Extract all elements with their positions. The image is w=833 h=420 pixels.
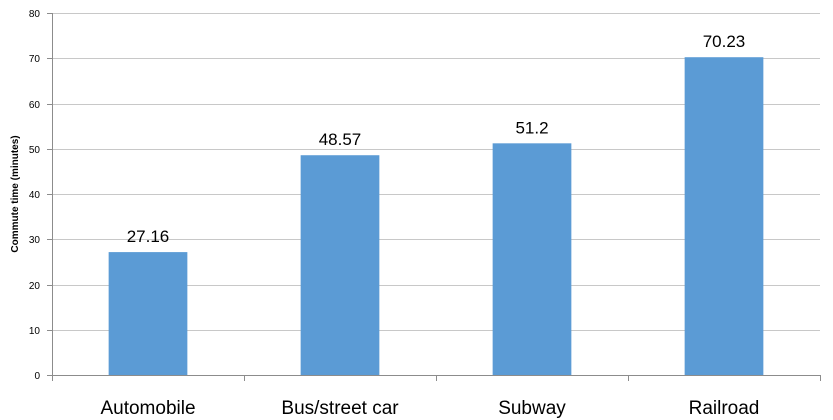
bar-automobile xyxy=(108,252,188,375)
y-tick-label-30: 30 xyxy=(29,235,41,246)
bar-bus-street-car xyxy=(300,155,380,375)
y-tick-label-50: 50 xyxy=(29,145,41,156)
bar-railroad xyxy=(684,57,764,375)
y-tick-label-20: 20 xyxy=(29,281,41,292)
y-tick-label-0: 0 xyxy=(34,371,40,382)
x-tick-label-automobile: Automobile xyxy=(100,398,195,419)
labels: 0 10 20 30 40 50 60 70 80 27.16 Automobile 48.57 Bus… xyxy=(29,9,760,419)
y-tick-label-40: 40 xyxy=(29,190,41,201)
x-tick-label-railroad: Railroad xyxy=(689,398,760,419)
bar-subway xyxy=(492,143,572,375)
y-tick-label-70: 70 xyxy=(29,54,41,65)
y-axis-title: Commute time (minutes) xyxy=(10,135,21,252)
bars xyxy=(108,57,764,375)
x-tick-label-bus-street-car: Bus/street car xyxy=(281,398,399,419)
data-label-subway: 51.2 xyxy=(515,118,548,137)
y-tick-label-10: 10 xyxy=(29,326,41,337)
axes xyxy=(47,13,821,381)
x-tick-label-subway: Subway xyxy=(498,398,566,419)
data-label-bus-street-car: 48.57 xyxy=(319,130,362,149)
y-tick-label-60: 60 xyxy=(29,100,41,111)
data-label-automobile: 27.16 xyxy=(127,227,170,246)
y-tick-label-80: 80 xyxy=(29,9,41,20)
data-label-railroad: 70.23 xyxy=(703,32,746,51)
